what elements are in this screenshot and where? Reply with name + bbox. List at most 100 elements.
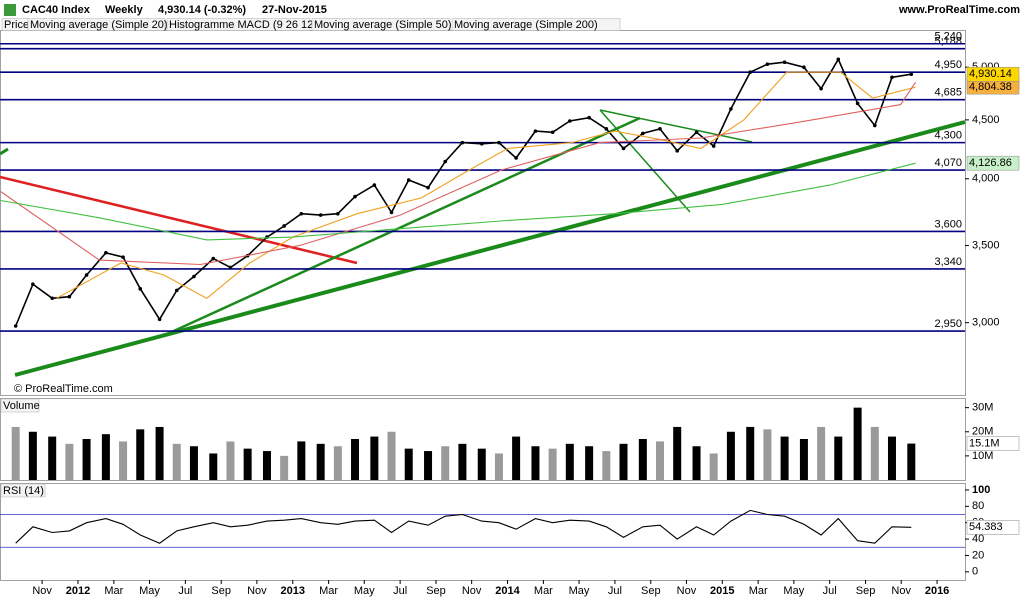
volume-bar	[512, 436, 521, 480]
price-point	[50, 296, 54, 301]
level-label: 5,188	[934, 36, 962, 48]
period: Weekly	[105, 4, 144, 16]
legend-entry: Histogramme MACD (9 26 12)	[169, 19, 317, 31]
volume-bar	[172, 443, 181, 480]
volume-bar	[316, 443, 325, 480]
legend-box	[27, 18, 166, 31]
volume-bar	[638, 439, 647, 480]
level-label: 3,340	[934, 256, 962, 268]
x-tick-label: May	[139, 585, 160, 597]
x-tick-label: 2013	[281, 585, 305, 597]
x-tick-label: Jul	[823, 585, 837, 597]
trend-line	[599, 109, 753, 143]
price-point	[855, 101, 860, 106]
level-label: 4,070	[934, 157, 962, 169]
volume-bar	[101, 434, 110, 480]
volume-bar	[351, 439, 360, 480]
price-point	[31, 282, 35, 286]
x-tick-label: May	[569, 585, 590, 597]
price-point	[587, 115, 591, 120]
x-tick-label: May	[783, 585, 804, 597]
y-tick-label: 80	[972, 500, 984, 512]
x-tick-label: Jul	[178, 585, 192, 597]
x-tick-label: Mar	[319, 585, 338, 597]
price-point	[836, 57, 841, 62]
volume-bar	[494, 453, 503, 480]
x-tick-label: Nov	[677, 585, 697, 597]
volume-bar	[692, 446, 701, 480]
price-point	[228, 265, 233, 270]
last-value-box	[966, 520, 1020, 535]
x-tick-label: Mar	[104, 585, 123, 597]
x-tick-label: 2012	[66, 585, 90, 597]
level-label: 3,600	[934, 218, 962, 230]
legend-entry: Moving average (Simple 20)	[30, 19, 168, 31]
price-point	[819, 86, 823, 91]
volume-bar	[673, 426, 682, 480]
x-tick-label: Mar	[534, 585, 553, 597]
volume-bar	[709, 453, 718, 480]
volume-bar	[477, 448, 486, 480]
legend-entry: Moving average (Simple 200)	[454, 19, 598, 31]
x-tick-label: Jul	[393, 585, 407, 597]
trend-line	[164, 116, 641, 337]
site: www.ProRealTime.com	[898, 4, 1020, 16]
price-point	[67, 294, 72, 299]
x-tick-label: 2015	[710, 585, 734, 597]
price-point	[174, 288, 179, 293]
x-tick-label: Mar	[749, 585, 768, 597]
volume-bar	[602, 451, 611, 480]
panel-title-box	[0, 483, 46, 498]
x-tick-label: Nov	[891, 585, 911, 597]
price-point	[211, 256, 216, 261]
price-point	[443, 159, 448, 164]
x-tick-label: Sep	[426, 585, 446, 597]
x-tick-label: 2014	[495, 585, 520, 597]
copyright: © ProRealTime.com	[14, 383, 113, 395]
volume-bar	[870, 426, 879, 480]
price-point	[872, 123, 877, 128]
legend-box	[311, 18, 451, 31]
volume-bar	[297, 441, 306, 480]
price-point	[389, 210, 394, 215]
volume-bar	[763, 429, 772, 480]
legend-box	[166, 18, 311, 31]
volume-bar	[28, 431, 37, 480]
price-point	[406, 178, 411, 182]
volume-bar	[834, 436, 843, 480]
price-point	[711, 144, 716, 148]
volume-bar	[11, 426, 20, 480]
volume-bar	[746, 426, 755, 480]
volume-bar	[65, 443, 74, 480]
x-tick-label: 2016	[925, 585, 949, 597]
level-label: 2,950	[934, 318, 962, 330]
price-point	[765, 62, 770, 66]
price-point	[675, 149, 679, 153]
series-line	[0, 162, 916, 241]
price-point	[282, 224, 286, 228]
app-icon	[4, 4, 16, 16]
volume-bar	[780, 436, 789, 480]
y-tick-label: 20	[972, 549, 984, 561]
volume-bar	[424, 451, 433, 480]
price-point	[479, 141, 484, 146]
panel-title: Volume	[3, 400, 40, 412]
volume-bar	[333, 446, 342, 480]
price-point	[782, 60, 787, 65]
x-tick-label: Sep	[641, 585, 661, 597]
price-point	[694, 130, 699, 135]
volume-bar	[119, 441, 128, 480]
volume-bar	[619, 443, 628, 480]
volume-bar	[280, 455, 289, 480]
legend-entry: Moving average (Simple 50)	[314, 19, 452, 31]
last-value-label: 54.383	[969, 521, 1003, 533]
level-label: 4,685	[934, 87, 962, 99]
price-point	[604, 127, 609, 131]
volume-bar	[887, 436, 896, 480]
price-point	[138, 287, 143, 291]
price-point	[909, 72, 914, 77]
volume-bar	[656, 441, 665, 480]
last-value-label: 4,804.38	[969, 81, 1012, 93]
volume-bar	[799, 439, 808, 480]
